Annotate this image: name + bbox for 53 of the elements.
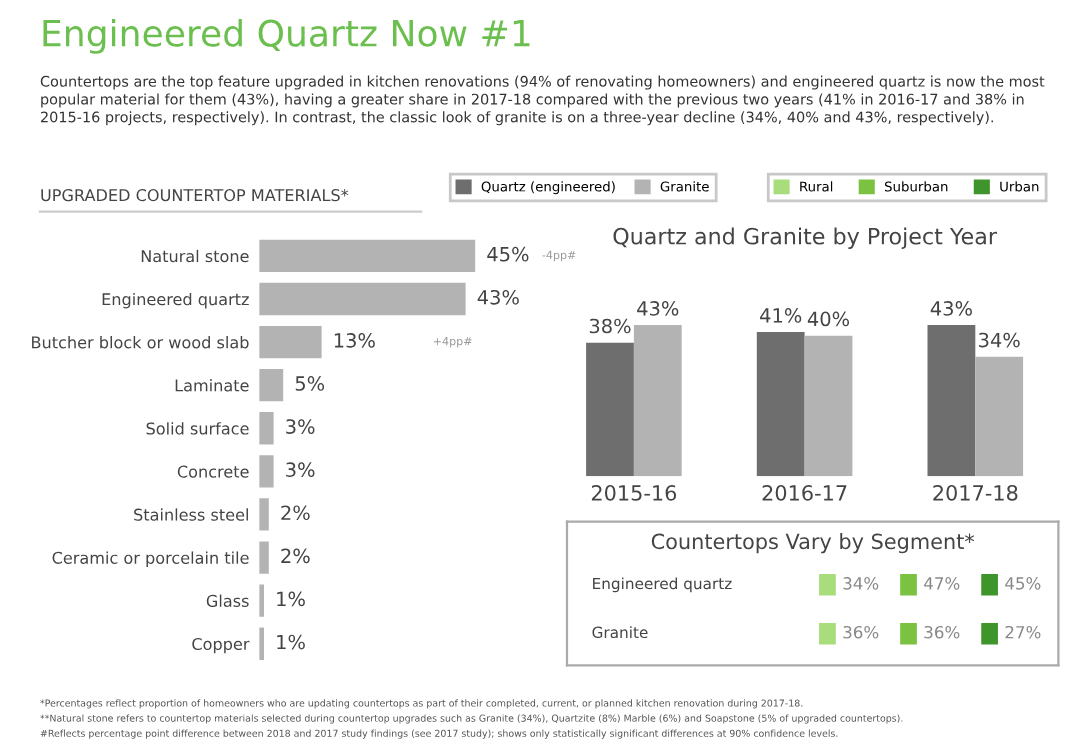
- data-label: 40%: [807, 311, 850, 327]
- y-tick-label: Stainless steel: [134, 508, 248, 521]
- data-label: 41%: [760, 308, 802, 323]
- data-label: 1%: [277, 634, 305, 650]
- y-tick-label: Concrete: [177, 465, 249, 478]
- text: Countertops Vary by Segment*: [651, 533, 975, 554]
- bar: [259, 412, 274, 445]
- bar: [259, 282, 466, 316]
- data-label: 3%: [286, 462, 315, 478]
- data-label: 2%: [281, 505, 310, 521]
- data-label: 3%: [286, 419, 315, 434]
- chart-title: UPGRADED COUNTERTOP MATERIALS*: [41, 189, 349, 202]
- x-tick-label: 2017-18: [933, 484, 1018, 501]
- data-label: 2%: [281, 548, 310, 564]
- y-tick-label: Engineered quartz: [102, 292, 249, 309]
- data-label: 13%: [334, 333, 375, 348]
- bar: [927, 325, 976, 477]
- chart-title: Quartz and Granite by Project Year: [613, 227, 997, 249]
- y-tick-label: Laminate: [175, 379, 249, 392]
- y-tick-label: Solid surface: [146, 422, 249, 435]
- data-label: 36%: [924, 625, 960, 639]
- data-label: 27%: [1005, 625, 1041, 639]
- bar: [586, 342, 634, 477]
- bar: [756, 332, 805, 477]
- bar: [259, 498, 269, 531]
- bar: [633, 325, 682, 477]
- text: Engineered Quartz Now #1: [43, 18, 530, 54]
- bar: [259, 541, 269, 574]
- y-tick-label: Glass: [206, 594, 249, 607]
- bar: [804, 335, 853, 477]
- bar: [259, 239, 476, 273]
- data-label: 38%: [589, 318, 631, 334]
- y-tick-label: Butcher block or wood slab: [32, 335, 249, 349]
- data-label: 43%: [637, 301, 679, 316]
- data-label: 5%: [295, 376, 325, 391]
- y-tick-label: Ceramic or porcelain tile: [52, 551, 249, 568]
- data-label: 47%: [924, 577, 960, 590]
- data-label: 36%: [843, 625, 879, 639]
- data-label: 45%: [1005, 577, 1041, 590]
- bar: [259, 369, 284, 402]
- x-tick-label: 2015-16: [591, 484, 677, 501]
- bar: [975, 356, 1024, 477]
- data-label: 43%: [930, 301, 972, 316]
- y-tick-label: Copper: [192, 637, 250, 654]
- bar: [259, 455, 274, 488]
- data-label: 34%: [843, 577, 879, 590]
- data-label: 45%: [487, 246, 529, 262]
- bar: [259, 325, 322, 359]
- data-label: 1%: [277, 591, 305, 607]
- data-label: 43%: [477, 289, 519, 305]
- y-tick-label: Natural stone: [141, 249, 249, 263]
- x-tick-label: 2016-17: [762, 484, 847, 501]
- data-label: 34%: [979, 332, 1020, 348]
